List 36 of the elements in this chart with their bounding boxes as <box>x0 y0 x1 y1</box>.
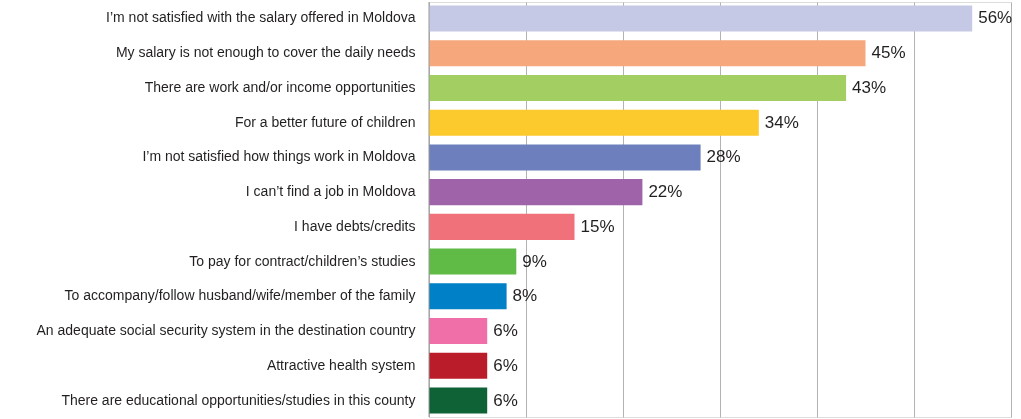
y-tick-label: Attractive health system <box>266 356 416 373</box>
y-tick-label: There are educational opportunities/studies in this county <box>61 391 416 408</box>
data-label: 6% <box>493 355 518 375</box>
data-label: 45% <box>871 43 906 63</box>
bar <box>429 109 759 136</box>
data-label: 15% <box>580 216 615 236</box>
y-tick-label: An adequate social security system in the destination country <box>36 322 416 339</box>
y-tick-label: For a better future of children <box>234 113 416 130</box>
data-label: 28% <box>706 147 741 167</box>
y-tick-label: I can’t find a job in Moldova <box>245 183 416 200</box>
bar <box>429 74 847 101</box>
y-tick-label: I’m not satisfied how things work in Moldova <box>142 148 416 165</box>
data-label: 22% <box>648 182 683 202</box>
y-tick-label: To accompany/follow husband/wife/member of the family <box>64 287 416 304</box>
data-label: 34% <box>764 112 799 132</box>
y-tick-label: I have debts/credits <box>294 217 416 234</box>
bar <box>429 318 488 345</box>
bar <box>429 283 507 310</box>
bar <box>429 248 517 275</box>
data-label: 6% <box>493 321 518 341</box>
data-label: 56% <box>978 8 1013 28</box>
data-label: 43% <box>852 77 887 97</box>
data-label: 8% <box>512 286 538 306</box>
bar <box>429 179 643 206</box>
y-tick-label: To pay for contract/children’s studies <box>189 252 416 269</box>
y-tick-label: I’m not satisfied with the salary offered in Moldova <box>106 9 416 26</box>
bar <box>429 5 973 32</box>
bar <box>429 387 488 414</box>
bar <box>429 213 575 240</box>
y-tick-label: My salary is not enough to cover the daily needs <box>115 44 416 61</box>
bar <box>429 352 488 379</box>
bar <box>429 40 866 67</box>
y-tick-label: There are work and/or income opportunities <box>144 78 416 95</box>
data-label: 6% <box>493 390 518 410</box>
data-label: 9% <box>522 251 547 271</box>
bar <box>429 144 701 171</box>
